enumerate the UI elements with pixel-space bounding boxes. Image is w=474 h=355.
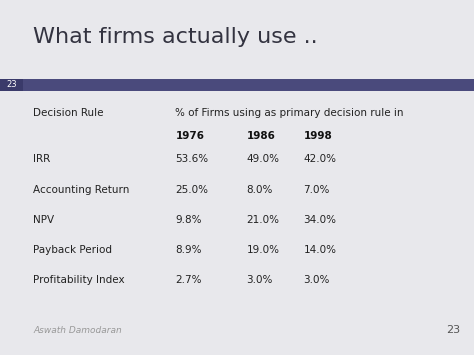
Text: 3.0%: 3.0% <box>246 275 273 285</box>
Text: 2.7%: 2.7% <box>175 275 202 285</box>
Text: 3.0%: 3.0% <box>303 275 330 285</box>
Text: IRR: IRR <box>33 154 50 164</box>
FancyBboxPatch shape <box>0 79 474 91</box>
Text: % of Firms using as primary decision rule in: % of Firms using as primary decision rul… <box>175 108 404 118</box>
Text: 23: 23 <box>446 326 460 335</box>
Text: Payback Period: Payback Period <box>33 245 112 255</box>
Text: Decision Rule: Decision Rule <box>33 108 104 118</box>
Text: 42.0%: 42.0% <box>303 154 337 164</box>
Text: 1998: 1998 <box>303 131 332 141</box>
Text: 34.0%: 34.0% <box>303 215 337 225</box>
Text: 1986: 1986 <box>246 131 275 141</box>
Text: 8.9%: 8.9% <box>175 245 202 255</box>
Text: Profitability Index: Profitability Index <box>33 275 125 285</box>
Text: 49.0%: 49.0% <box>246 154 280 164</box>
Text: 19.0%: 19.0% <box>246 245 280 255</box>
Text: 53.6%: 53.6% <box>175 154 209 164</box>
Text: 25.0%: 25.0% <box>175 185 209 195</box>
Text: 21.0%: 21.0% <box>246 215 280 225</box>
FancyBboxPatch shape <box>0 79 23 91</box>
Text: What firms actually use ..: What firms actually use .. <box>33 27 318 47</box>
Text: 9.8%: 9.8% <box>175 215 202 225</box>
Text: 7.0%: 7.0% <box>303 185 330 195</box>
Text: Aswath Damodaran: Aswath Damodaran <box>33 327 122 335</box>
Text: NPV: NPV <box>33 215 55 225</box>
Text: 23: 23 <box>6 80 17 89</box>
Text: 8.0%: 8.0% <box>246 185 273 195</box>
Text: 1976: 1976 <box>175 131 204 141</box>
Text: Accounting Return: Accounting Return <box>33 185 129 195</box>
Text: 14.0%: 14.0% <box>303 245 337 255</box>
